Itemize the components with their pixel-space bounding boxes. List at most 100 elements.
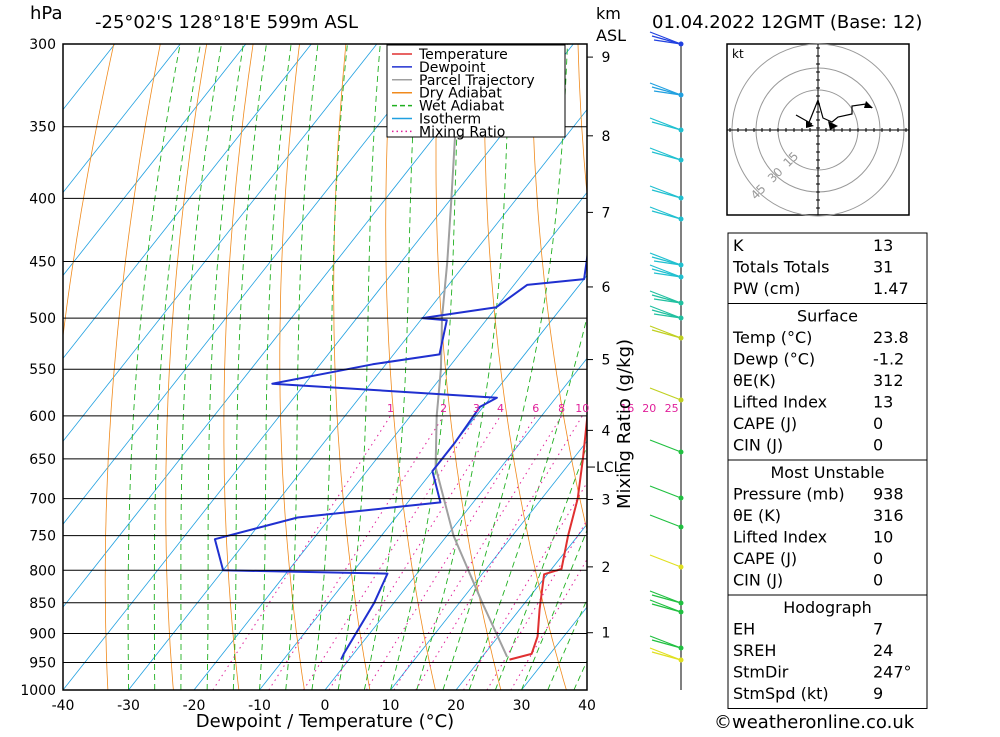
mixing-ratio-tick-label: 20: [642, 402, 656, 415]
stats-row-label: EH: [733, 620, 755, 639]
wet-adiabat-line: [128, 44, 180, 690]
mixing-ratio-tick-label: 6: [532, 402, 539, 415]
hodograph-unit-label: kt: [732, 47, 744, 61]
isotherm-line: [0, 44, 180, 690]
temperature-tick-label: -30: [117, 698, 140, 714]
km-tick-label: 2: [602, 560, 611, 576]
location-title: -25°02'S 128°18'E 599m ASL: [95, 12, 358, 33]
stats-row-value: 1.47: [873, 279, 909, 298]
wind-barb-flag: [650, 388, 681, 400]
wind-barb-column: [650, 32, 684, 690]
asl-unit-label: ASL: [596, 26, 626, 45]
km-tick-label: 6: [602, 280, 611, 296]
mixing-ratio-line: [511, 416, 672, 690]
wet-adiabat-line: [207, 44, 243, 690]
mixing-ratio-tick-label: 25: [665, 402, 679, 415]
mixing-ratio-tick-label: 2: [440, 402, 447, 415]
wind-barb-flag: [652, 122, 681, 130]
pressure-tick-label: 350: [29, 120, 56, 136]
dry-adiabat-line: [105, 44, 160, 690]
temperature-tick-label: 30: [513, 698, 531, 714]
credit-label: ©weatheronline.co.uk: [714, 712, 915, 733]
pressure-tick-label: 850: [29, 596, 56, 612]
wet-adiabat-line: [495, 44, 697, 690]
stats-row-value: 0: [873, 436, 883, 455]
stats-row-value: 9: [873, 684, 883, 703]
wet-adiabat-line: [522, 44, 760, 690]
wind-barb-flag: [650, 440, 681, 452]
wind-barb-flag: [652, 152, 681, 160]
legend-entry: Mixing Ratio: [419, 124, 505, 140]
stats-row-label: Lifted Index: [733, 393, 827, 412]
dry-adiabat-line: [386, 44, 436, 690]
mixing-ratio-tick-label: 10: [575, 402, 589, 415]
stats-row-value: 247°: [873, 663, 912, 682]
stats-row-label: CIN (J): [733, 436, 783, 455]
dry-adiabat-line: [949, 44, 1000, 690]
stats-row-value: 0: [873, 414, 883, 433]
wet-adiabat-line: [417, 44, 511, 690]
wind-barb-flag: [652, 604, 681, 612]
mixing-ratio-line: [366, 416, 535, 690]
km-tick-label: 1: [602, 626, 611, 642]
pressure-tick-label: 400: [29, 191, 56, 207]
pressure-tick-label: 750: [29, 529, 56, 545]
stats-row-value: 316: [873, 506, 904, 525]
km-unit-label: km: [596, 4, 621, 23]
wet-adiabat-line: [154, 44, 200, 690]
stats-row-label: CAPE (J): [733, 549, 797, 568]
stats-row-value: 312: [873, 371, 904, 390]
isotherm-line: [0, 44, 377, 690]
pressure-tick-label: 700: [29, 492, 56, 508]
isotherm-line: [0, 44, 508, 690]
pressure-tick-label: 800: [29, 563, 56, 579]
wind-barb-flag: [652, 330, 681, 338]
wind-barb-flag: [652, 190, 681, 198]
isotherm-line: [63, 44, 573, 690]
dry-adiabat-line: [166, 44, 207, 690]
stats-row-label: Dewp (°C): [733, 350, 815, 369]
wet-adiabat-line: [233, 44, 266, 690]
stats-row-label: StmSpd (kt): [733, 684, 829, 703]
stats-row-value: 10: [873, 528, 893, 547]
mixing-ratio-line: [416, 416, 583, 690]
stats-row-label: SREH: [733, 641, 776, 660]
wind-barb-flag: [652, 652, 681, 660]
pressure-tick-label: 1000: [20, 683, 56, 699]
dry-adiabat-line: [578, 44, 697, 690]
km-tick-label: 4: [602, 423, 611, 439]
mixing-ratio-line: [269, 416, 444, 690]
pressure-tick-label: 300: [29, 37, 56, 53]
stats-row-value: 0: [873, 549, 883, 568]
stats-row-label: CAPE (J): [733, 414, 797, 433]
pressure-tick-label: 550: [29, 362, 56, 378]
mixing-ratio-tick-label: 4: [497, 402, 504, 415]
stats-row-label: CIN (J): [733, 571, 783, 590]
stats-row-value: 0: [873, 571, 883, 590]
isotherm-line: [0, 44, 442, 690]
stats-row-value: 23.8: [873, 328, 909, 347]
wind-barb-flag: [652, 640, 681, 648]
km-tick-label: 7: [602, 205, 611, 221]
pressure-tick-label: 500: [29, 311, 56, 327]
pressure-tick-label: 900: [29, 626, 56, 642]
stats-block-title: Most Unstable: [771, 463, 885, 482]
wet-adiabat-line: [260, 44, 292, 690]
stats-row-value: 13: [873, 236, 893, 255]
pressure-tick-label: 600: [29, 409, 56, 425]
isotherm-line: [0, 44, 115, 690]
mixing-ratio-tick-label: 8: [558, 402, 565, 415]
wet-adiabat-line: [364, 44, 417, 690]
stats-row-label: θE(K): [733, 371, 776, 390]
wind-barb-flag: [650, 486, 681, 498]
dry-adiabat-line: [436, 44, 501, 690]
stats-row-label: Totals Totals: [732, 258, 830, 277]
mixing-ratio-tick-label: 1: [387, 402, 394, 415]
temperature-tick-label: -40: [52, 698, 75, 714]
stats-block-title: Surface: [797, 307, 858, 326]
wet-adiabat-line: [312, 44, 348, 690]
pressure-unit-label: hPa: [30, 3, 62, 24]
